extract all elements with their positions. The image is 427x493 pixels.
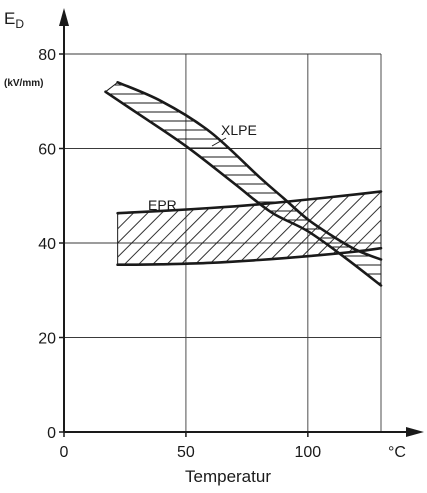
y-axis-title: ED <box>4 9 24 31</box>
y-tick-label-20: 20 <box>38 331 56 348</box>
axes <box>59 8 424 437</box>
y-axis-symbol: E <box>4 9 15 28</box>
x-axis-arrow <box>406 427 424 437</box>
curve-lower-xlpe <box>104 90 383 287</box>
series-label-xlpe: XLPE <box>221 122 257 138</box>
y-axis-unit: (kV/mm) <box>4 78 43 89</box>
curve-upper-xlpe <box>116 81 383 261</box>
series-label-epr: EPR <box>148 197 177 213</box>
y-tick-label-80: 80 <box>38 47 56 64</box>
y-axis-arrow <box>59 8 69 26</box>
y-tick-label-40: 40 <box>38 236 56 253</box>
y-tick-label-0: 0 <box>47 425 56 442</box>
y-axis-subscript: D <box>15 17 24 31</box>
y-tick-label-60: 60 <box>38 142 56 159</box>
curve-upper-epr <box>116 190 383 215</box>
x-tick-label-100: 100 <box>294 444 321 461</box>
band-edge-left-xlpe <box>105 81 118 93</box>
curve-lower-epr <box>116 246 383 266</box>
tick-labels: 0 20 40 60 80 0 50 100 <box>38 47 321 461</box>
x-tick-label-0: 0 <box>60 444 69 461</box>
band-boundaries <box>104 81 383 287</box>
band-fill-xlpe <box>105 82 381 286</box>
x-tick-label-50: 50 <box>177 444 195 461</box>
x-axis-title: Temperatur <box>185 467 271 486</box>
x-axis-unit: °C <box>388 444 406 461</box>
leader-xlpe <box>211 137 227 147</box>
